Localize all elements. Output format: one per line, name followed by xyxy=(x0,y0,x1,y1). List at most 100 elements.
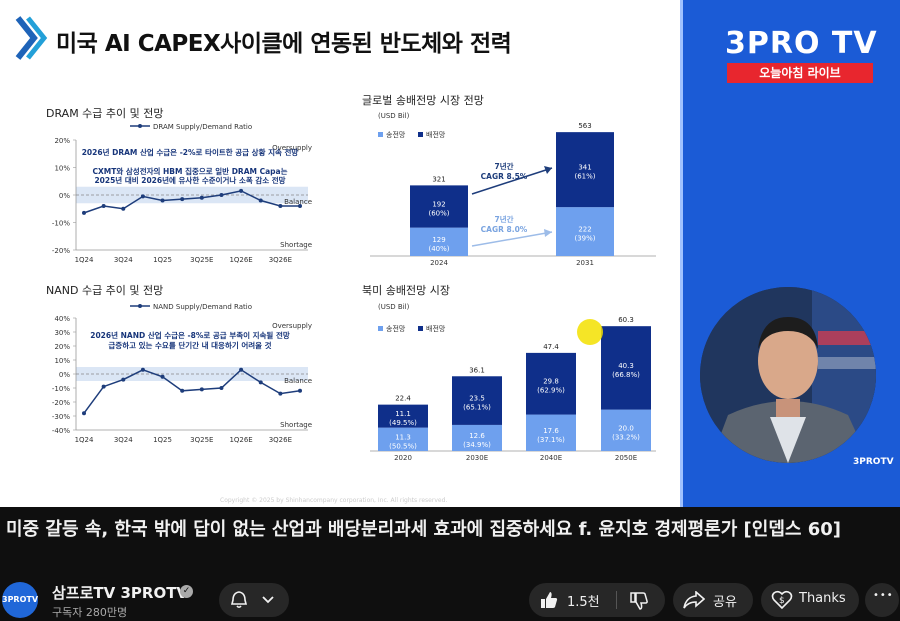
na-bar-transmission xyxy=(601,409,651,451)
dram-data-point xyxy=(121,206,126,211)
na-bar-share: (66.8%) xyxy=(612,371,640,379)
global-bar-distribution xyxy=(410,185,468,228)
nand-y-tick: 0% xyxy=(59,371,70,379)
dram-data-point xyxy=(199,195,204,200)
global-unit: (USD Bil) xyxy=(378,112,410,120)
dram-band-balance: Balance xyxy=(284,198,312,206)
video-player[interactable]: 미국 AI CAPEX사이클에 연동된 반도체와 전력 DRAM 수급 추이 및… xyxy=(0,0,900,507)
na-x-tick: 2020 xyxy=(394,454,412,462)
dislike-button[interactable] xyxy=(617,583,665,617)
na-bar-distribution xyxy=(601,326,651,410)
chevron-logo-icon xyxy=(15,16,48,60)
na-x-tick: 2030E xyxy=(466,454,488,462)
global-legend-swatch xyxy=(378,132,383,137)
cursor-highlight-icon xyxy=(577,319,603,345)
global-cagr-label: 7년간 xyxy=(494,161,513,171)
nand-band-balance: Balance xyxy=(284,377,312,385)
nand-legend-label: NAND Supply/Demand Ratio xyxy=(153,303,252,311)
na-bar-total: 36.1 xyxy=(469,366,485,374)
global-bar-value: 129 xyxy=(432,236,445,244)
nand-series-line xyxy=(83,368,301,414)
more-actions-button[interactable]: ••• xyxy=(865,583,899,617)
dram-y-tick: 10% xyxy=(54,165,70,173)
nand-x-tick: 3Q24 xyxy=(114,436,133,444)
global-cagr-label: 7년간 xyxy=(494,214,513,224)
dram-data-point xyxy=(160,198,165,203)
na-unit: (USD Bil) xyxy=(378,303,410,311)
na-bar-value: 11.3 xyxy=(395,433,411,441)
global-bar-total: 321 xyxy=(432,175,445,183)
like-count: 1.5천 xyxy=(567,595,600,610)
thanks-heart-dollar-icon: $ xyxy=(771,590,793,610)
channel-name[interactable]: 삼프로TV 3PROTV xyxy=(52,584,189,602)
channel-avatar[interactable]: 3PROTV xyxy=(2,582,38,618)
nand-data-point xyxy=(160,374,165,379)
share-button[interactable]: 공유 xyxy=(673,583,753,617)
nand-data-point xyxy=(199,387,204,392)
nand-y-tick: -20% xyxy=(52,399,70,407)
video-title: 미중 갈등 속, 한국 밖에 답이 없는 산업과 배당분리과세 효과에 집중하세… xyxy=(6,519,841,540)
nand-band-oversupply: Oversupply xyxy=(272,322,312,330)
brand-logo: 3PRO TV xyxy=(725,26,878,61)
nand-y-tick: 40% xyxy=(54,315,70,323)
more-icon: ••• xyxy=(873,590,894,601)
na-bar-value: 11.1 xyxy=(395,410,411,418)
global-bar-distribution xyxy=(556,132,614,208)
global-grid-chart: (USD Bil) 송전망 배전망 129(40%) 192(60%) 321 2024 22… xyxy=(370,112,656,267)
notification-bell-button[interactable] xyxy=(219,583,289,617)
na-bar-share: (33.2%) xyxy=(612,433,640,441)
global-bar-value: 222 xyxy=(578,226,591,234)
presentation-slide: 미국 AI CAPEX사이클에 연동된 반도체와 전력 DRAM 수급 추이 및… xyxy=(15,16,656,504)
thumbs-up-icon xyxy=(541,592,558,608)
brand-panel: 3PRO TV 오늘아침 라이브 3PROTV xyxy=(680,0,900,507)
na-bar-share: (50.5%) xyxy=(389,442,417,450)
subscriber-count: 구독자 280만명 xyxy=(52,606,128,619)
nand-data-point xyxy=(219,386,224,390)
na-legend-swatch xyxy=(418,326,423,331)
na-bar-distribution xyxy=(452,376,502,425)
dram-data-point xyxy=(82,210,86,215)
global-bar-value: 341 xyxy=(578,164,591,172)
na-bar-total: 60.3 xyxy=(618,316,634,324)
na-bar-value: 29.8 xyxy=(543,378,559,386)
nand-x-tick: 3Q25E xyxy=(190,436,213,444)
na-x-tick: 2050E xyxy=(615,454,637,462)
na-bar-share: (37.1%) xyxy=(537,436,565,444)
nand-y-tick: 20% xyxy=(54,343,70,351)
dram-data-point xyxy=(101,204,106,208)
nand-data-point xyxy=(121,377,126,382)
like-button[interactable]: 1.5천 xyxy=(529,583,616,617)
na-bar-value: 23.5 xyxy=(469,395,485,403)
na-bar-transmission xyxy=(452,424,502,451)
nand-x-tick: 1Q26E xyxy=(229,436,252,444)
dram-data-point xyxy=(239,188,244,193)
global-cagr-arrowhead-trans xyxy=(544,229,552,237)
global-cagr-label: CAGR 8.5% xyxy=(481,172,528,181)
nand-y-tick: -40% xyxy=(52,427,70,435)
share-icon xyxy=(683,591,705,609)
like-divider xyxy=(616,591,617,609)
dram-data-point xyxy=(180,197,185,202)
thanks-button[interactable]: $ Thanks xyxy=(761,583,859,617)
na-bar-value: 20.0 xyxy=(618,424,634,432)
nand-data-point xyxy=(101,384,106,389)
nand-y-tick: -30% xyxy=(52,413,70,421)
nand-annotation-line: 2026년 NAND 산업 수급은 -8%로 공급 부족이 지속될 전망 xyxy=(90,330,290,340)
na-grid-chart-title: 북미 송배전망 시장 xyxy=(362,284,450,297)
share-label: 공유 xyxy=(713,595,737,610)
nand-data-point xyxy=(140,367,145,372)
dram-band-shortage: Shortage xyxy=(280,241,312,249)
na-bar-transmission xyxy=(378,427,428,451)
live-badge: 오늘아침 라이브 xyxy=(727,63,873,83)
verified-badge-icon: ✓ xyxy=(180,585,193,598)
na-bar-share: (49.5%) xyxy=(389,419,417,427)
nand-x-tick: 1Q25 xyxy=(153,436,172,444)
na-legend-swatch xyxy=(378,326,383,331)
dram-data-point xyxy=(258,198,263,203)
nand-x-tick: 3Q26E xyxy=(269,436,292,444)
na-bar-value: 40.3 xyxy=(618,362,634,370)
na-bar-total: 47.4 xyxy=(543,343,559,351)
na-bar-distribution xyxy=(378,404,428,428)
dram-chart: DRAM Supply/Demand Ratio 20% 10% 0% -10% -20%… xyxy=(52,123,312,264)
dram-data-point xyxy=(140,194,145,199)
